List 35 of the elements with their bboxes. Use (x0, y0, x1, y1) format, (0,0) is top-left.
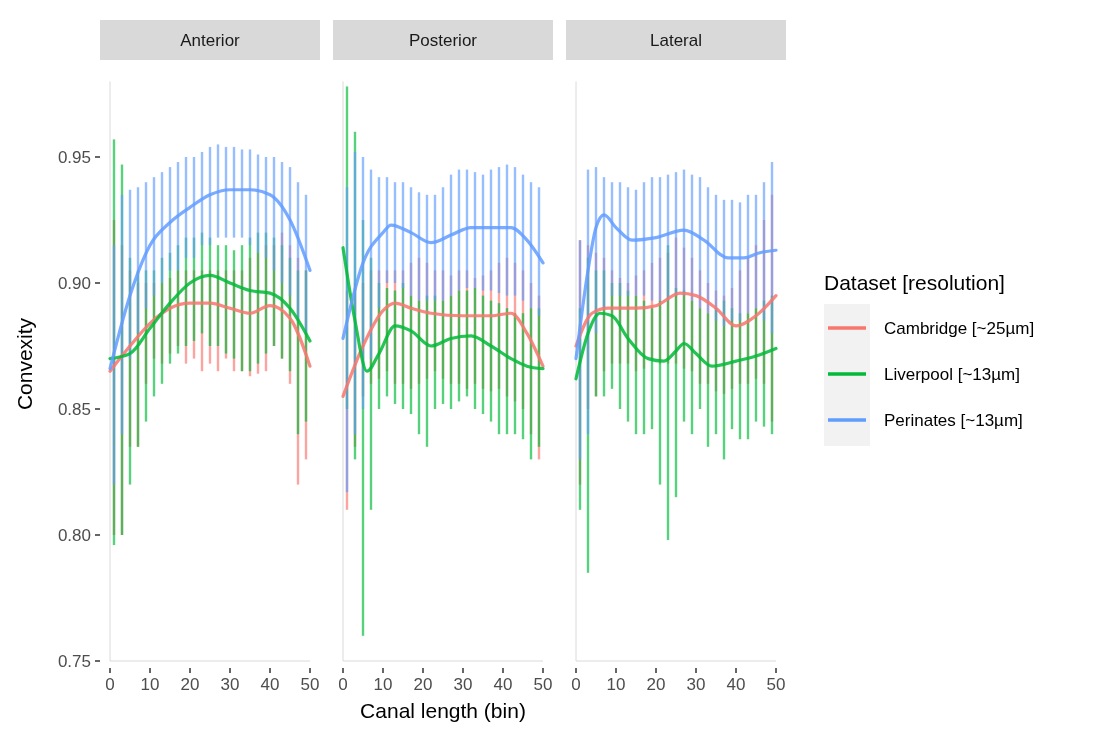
y-tick-label: 0.95 (57, 147, 91, 167)
x-tick-label: 10 (373, 675, 393, 694)
y-tick-label: 0.80 (57, 525, 91, 545)
line-series (108, 188, 312, 371)
x-axis-title: Canal length (bin) (360, 699, 526, 722)
x-tick-label: 20 (646, 675, 666, 694)
chart-title: Lateral (650, 31, 702, 50)
legend-label: Perinates [~13µm] (884, 410, 1023, 430)
x-tick-label: 40 (493, 675, 513, 694)
x-tick-label: 50 (533, 675, 553, 694)
chart-title: Posterior (408, 31, 478, 50)
x-tick-label: 50 (766, 675, 786, 694)
x-tick-label: 0 (338, 675, 348, 694)
x-tick-label: 30 (686, 675, 706, 694)
y-tick-label: 0.90 (57, 273, 91, 293)
chart-title: Anterior (180, 31, 241, 50)
y-axis-title: Convexity (13, 317, 36, 411)
legend-label: Liverpool [~13µm] (884, 364, 1020, 384)
x-tick-label: 10 (140, 675, 160, 694)
x-tick-label: 0 (105, 675, 115, 694)
y-tick-label: 0.75 (57, 651, 91, 671)
line-series (108, 301, 312, 373)
legend-label: Cambridge [~25µm] (884, 318, 1035, 338)
line-series (108, 273, 312, 361)
x-tick-label: 40 (260, 675, 280, 694)
x-tick-label: 30 (453, 675, 473, 694)
x-tick-label: 0 (571, 675, 581, 694)
x-tick-label: 20 (413, 675, 433, 694)
x-tick-label: 10 (606, 675, 626, 694)
x-tick-label: 20 (180, 675, 200, 694)
x-tick-label: 50 (300, 675, 320, 694)
y-tick-label: 0.85 (57, 399, 91, 419)
x-tick-label: 30 (220, 675, 240, 694)
x-tick-label: 40 (726, 675, 746, 694)
legend-title: Dataset [resolution] (824, 271, 1005, 294)
